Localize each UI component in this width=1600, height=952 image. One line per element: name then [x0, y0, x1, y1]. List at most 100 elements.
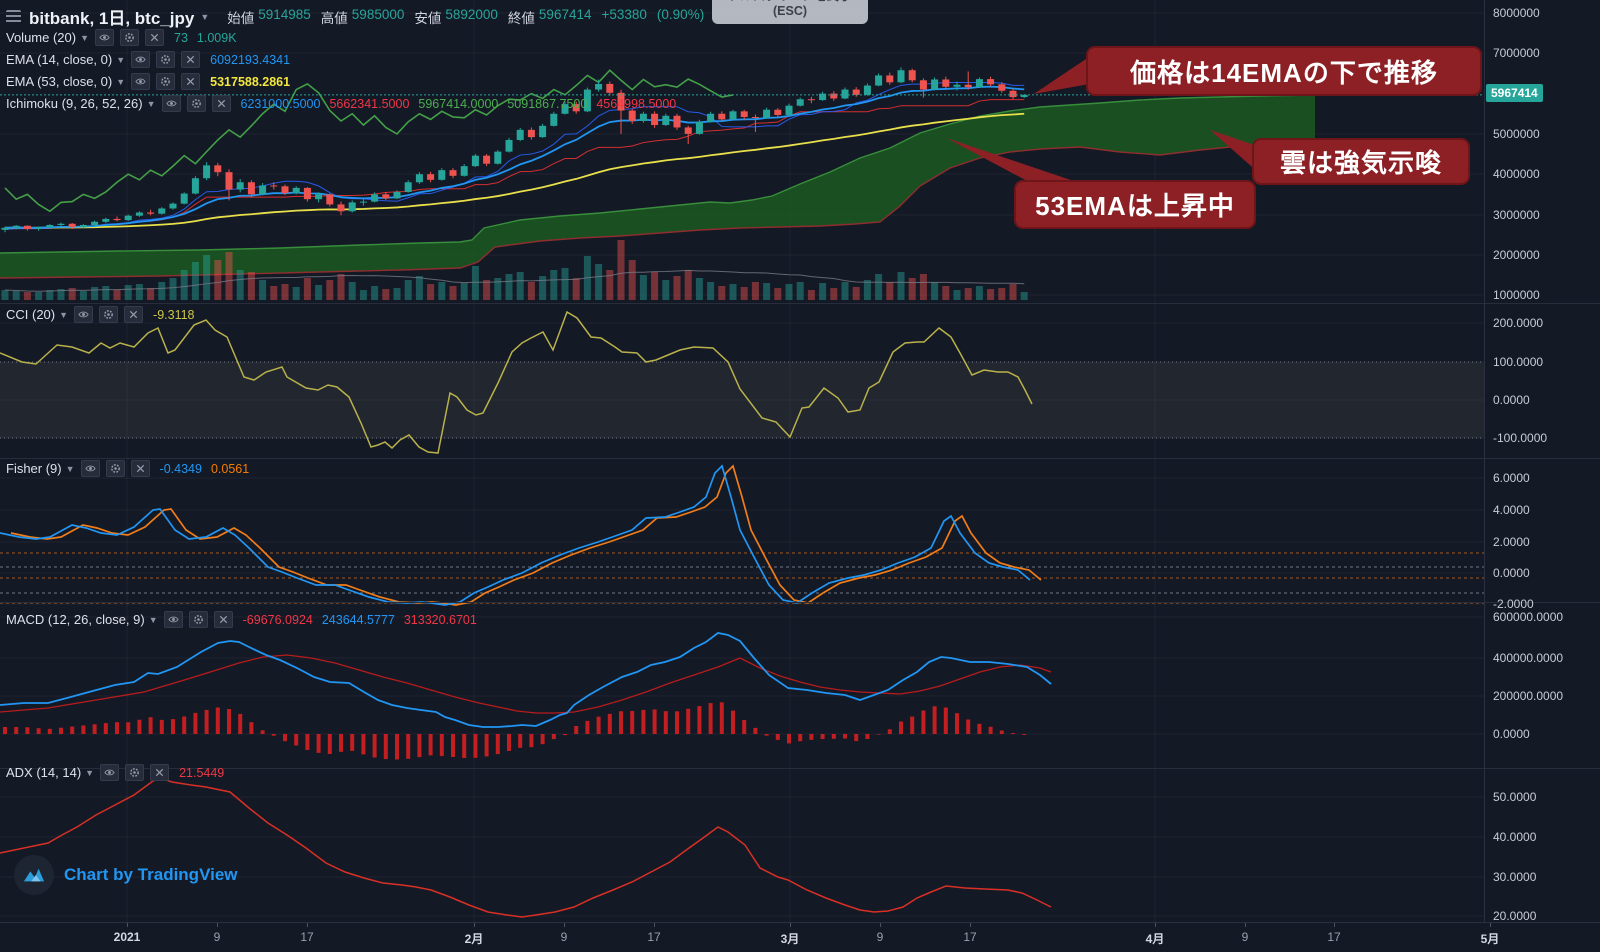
chevron-down-icon[interactable]: ▼ [80, 32, 90, 43]
time-axis-label: 2月 [464, 932, 484, 946]
time-axis-label: 5月 [1480, 932, 1500, 946]
settings-icon[interactable] [156, 73, 176, 90]
visibility-icon[interactable] [100, 764, 120, 781]
price-axis-label: 4.0000 [1493, 503, 1530, 517]
tradingview-logo-icon[interactable] [14, 855, 54, 895]
settings-icon[interactable] [188, 611, 208, 628]
high-value: 5985000 [351, 6, 405, 22]
time-tick [1490, 923, 1491, 927]
time-axis[interactable]: 2021 9 17 2月 9 17 3月 9 17 4月 9 17 5月 [0, 922, 1600, 952]
pane-separator[interactable] [0, 602, 1600, 603]
legend-row-cci: CCI (20) ▼ -9.3118 [6, 306, 195, 323]
remove-icon[interactable] [150, 764, 170, 781]
price-axis[interactable]: 8000000 7000000 5000000 4000000 3000000 20000… [1484, 0, 1600, 923]
ichimoku-cloud [0, 94, 1316, 279]
time-tick [474, 923, 475, 927]
remove-icon[interactable] [181, 51, 201, 68]
menu-icon[interactable] [6, 10, 21, 23]
chevron-down-icon[interactable]: ▼ [116, 76, 126, 87]
ema14-label[interactable]: EMA (14, close, 0) [6, 52, 113, 67]
tooltip-esc: (ESC) [772, 4, 808, 18]
legend-row-volume: Volume (20) ▼ 73 1.009K [6, 29, 237, 46]
time-tick [564, 923, 565, 927]
settings-icon[interactable] [125, 764, 145, 781]
settings-icon[interactable] [156, 51, 176, 68]
remove-icon[interactable] [145, 29, 165, 46]
low-value: 5892000 [445, 6, 498, 22]
visibility-icon[interactable] [161, 95, 181, 112]
price-axis-label: 600000.0000 [1493, 610, 1564, 624]
ema53-label[interactable]: EMA (53, close, 0) [6, 74, 113, 89]
pane-separator[interactable] [0, 303, 1600, 304]
macd-hist-value: -69676.0924 [242, 612, 313, 627]
fisher-trigger-value: 0.0561 [210, 461, 250, 476]
cci-label[interactable]: CCI (20) [6, 307, 56, 322]
chevron-down-icon[interactable]: ▼ [85, 767, 95, 778]
attribution-text[interactable]: Chart by TradingView [64, 865, 238, 884]
visibility-icon[interactable] [95, 29, 115, 46]
annotation-price-below-ema14[interactable]: 価格は14EMAの下で推移 [1086, 46, 1482, 96]
ichimoku-lead1-value: 5091867.7500 [507, 96, 588, 111]
fisher-label[interactable]: Fisher (9) [6, 461, 62, 476]
remove-icon[interactable] [124, 306, 144, 323]
symbol-header: bitbank, 1日, btc_jpy ▼ 始値 5914985 高値 59850… [6, 4, 704, 29]
price-axis-label: 6.0000 [1493, 471, 1530, 485]
time-tick [127, 923, 128, 927]
time-axis-label: 17 [1327, 930, 1341, 944]
candles-layer [1, 67, 1028, 233]
close-label: 終値 [507, 10, 535, 26]
price-axis-label: -2.0000 [1493, 597, 1534, 611]
annotation-bullish-cloud[interactable]: 雲は強気示唆 [1252, 138, 1470, 185]
pane-separator[interactable] [0, 458, 1600, 459]
remove-icon[interactable] [211, 95, 231, 112]
pane-separator[interactable] [0, 768, 1600, 769]
time-axis-label: 9 [876, 930, 884, 944]
time-axis-label: 2021 [113, 930, 141, 944]
price-axis-label: 8000000 [1493, 6, 1540, 20]
visibility-icon[interactable] [74, 306, 94, 323]
remove-icon[interactable] [213, 611, 233, 628]
symbol-title[interactable]: bitbank, 1日, btc_jpy [29, 9, 195, 28]
visibility-icon[interactable] [163, 611, 183, 628]
tooltip-text: フルスクリーンを終了 [720, 0, 860, 4]
grid-lines [0, 0, 1484, 922]
ichimoku-lagging-value: 5967414.0000 [418, 96, 499, 111]
time-axis-label: 4月 [1145, 932, 1165, 946]
ichimoku-label[interactable]: Ichimoku (9, 26, 52, 26) [6, 96, 143, 111]
chevron-down-icon[interactable]: ▼ [146, 98, 156, 109]
price-axis-label: 3000000 [1493, 208, 1540, 222]
cci-overbought-oversold-band [0, 361, 1484, 439]
fisher-line [0, 464, 1031, 606]
visibility-icon[interactable] [131, 73, 151, 90]
time-tick [654, 923, 655, 927]
legend-row-ema53: EMA (53, close, 0) ▼ 5317588.2861 [6, 73, 290, 90]
visibility-icon[interactable] [131, 51, 151, 68]
chevron-down-icon[interactable]: ▼ [200, 11, 210, 22]
cci-value: -9.3118 [153, 307, 195, 322]
chevron-down-icon[interactable]: ▼ [59, 309, 69, 320]
price-axis-label: 200000.0000 [1493, 689, 1564, 703]
adx-label[interactable]: ADX (14, 14) [6, 765, 82, 780]
price-axis-label: 20.0000 [1493, 909, 1537, 923]
remove-icon[interactable] [130, 460, 150, 477]
legend-row-macd: MACD (12, 26, close, 9) ▼ -69676.0924 243… [6, 611, 477, 628]
macd-label[interactable]: MACD (12, 26, close, 9) [6, 612, 145, 627]
visibility-icon[interactable] [80, 460, 100, 477]
current-price-tag: 5967414 [1486, 84, 1543, 102]
volume-label[interactable]: Volume (20) [6, 30, 77, 45]
time-tick [1245, 923, 1246, 927]
chevron-down-icon[interactable]: ▼ [148, 614, 158, 625]
settings-icon[interactable] [105, 460, 125, 477]
price-axis-label: -100.0000 [1493, 431, 1548, 445]
settings-icon[interactable] [99, 306, 119, 323]
volume-ma-value: 1.009K [196, 30, 237, 45]
annotation-ema53-rising[interactable]: 53EMAは上昇中 [1014, 180, 1256, 229]
chevron-down-icon[interactable]: ▼ [116, 54, 126, 65]
settings-icon[interactable] [186, 95, 206, 112]
chevron-down-icon[interactable]: ▼ [65, 463, 75, 474]
price-axis-label: 5000000 [1493, 127, 1540, 141]
time-tick [307, 923, 308, 927]
remove-icon[interactable] [181, 73, 201, 90]
settings-icon[interactable] [120, 29, 140, 46]
